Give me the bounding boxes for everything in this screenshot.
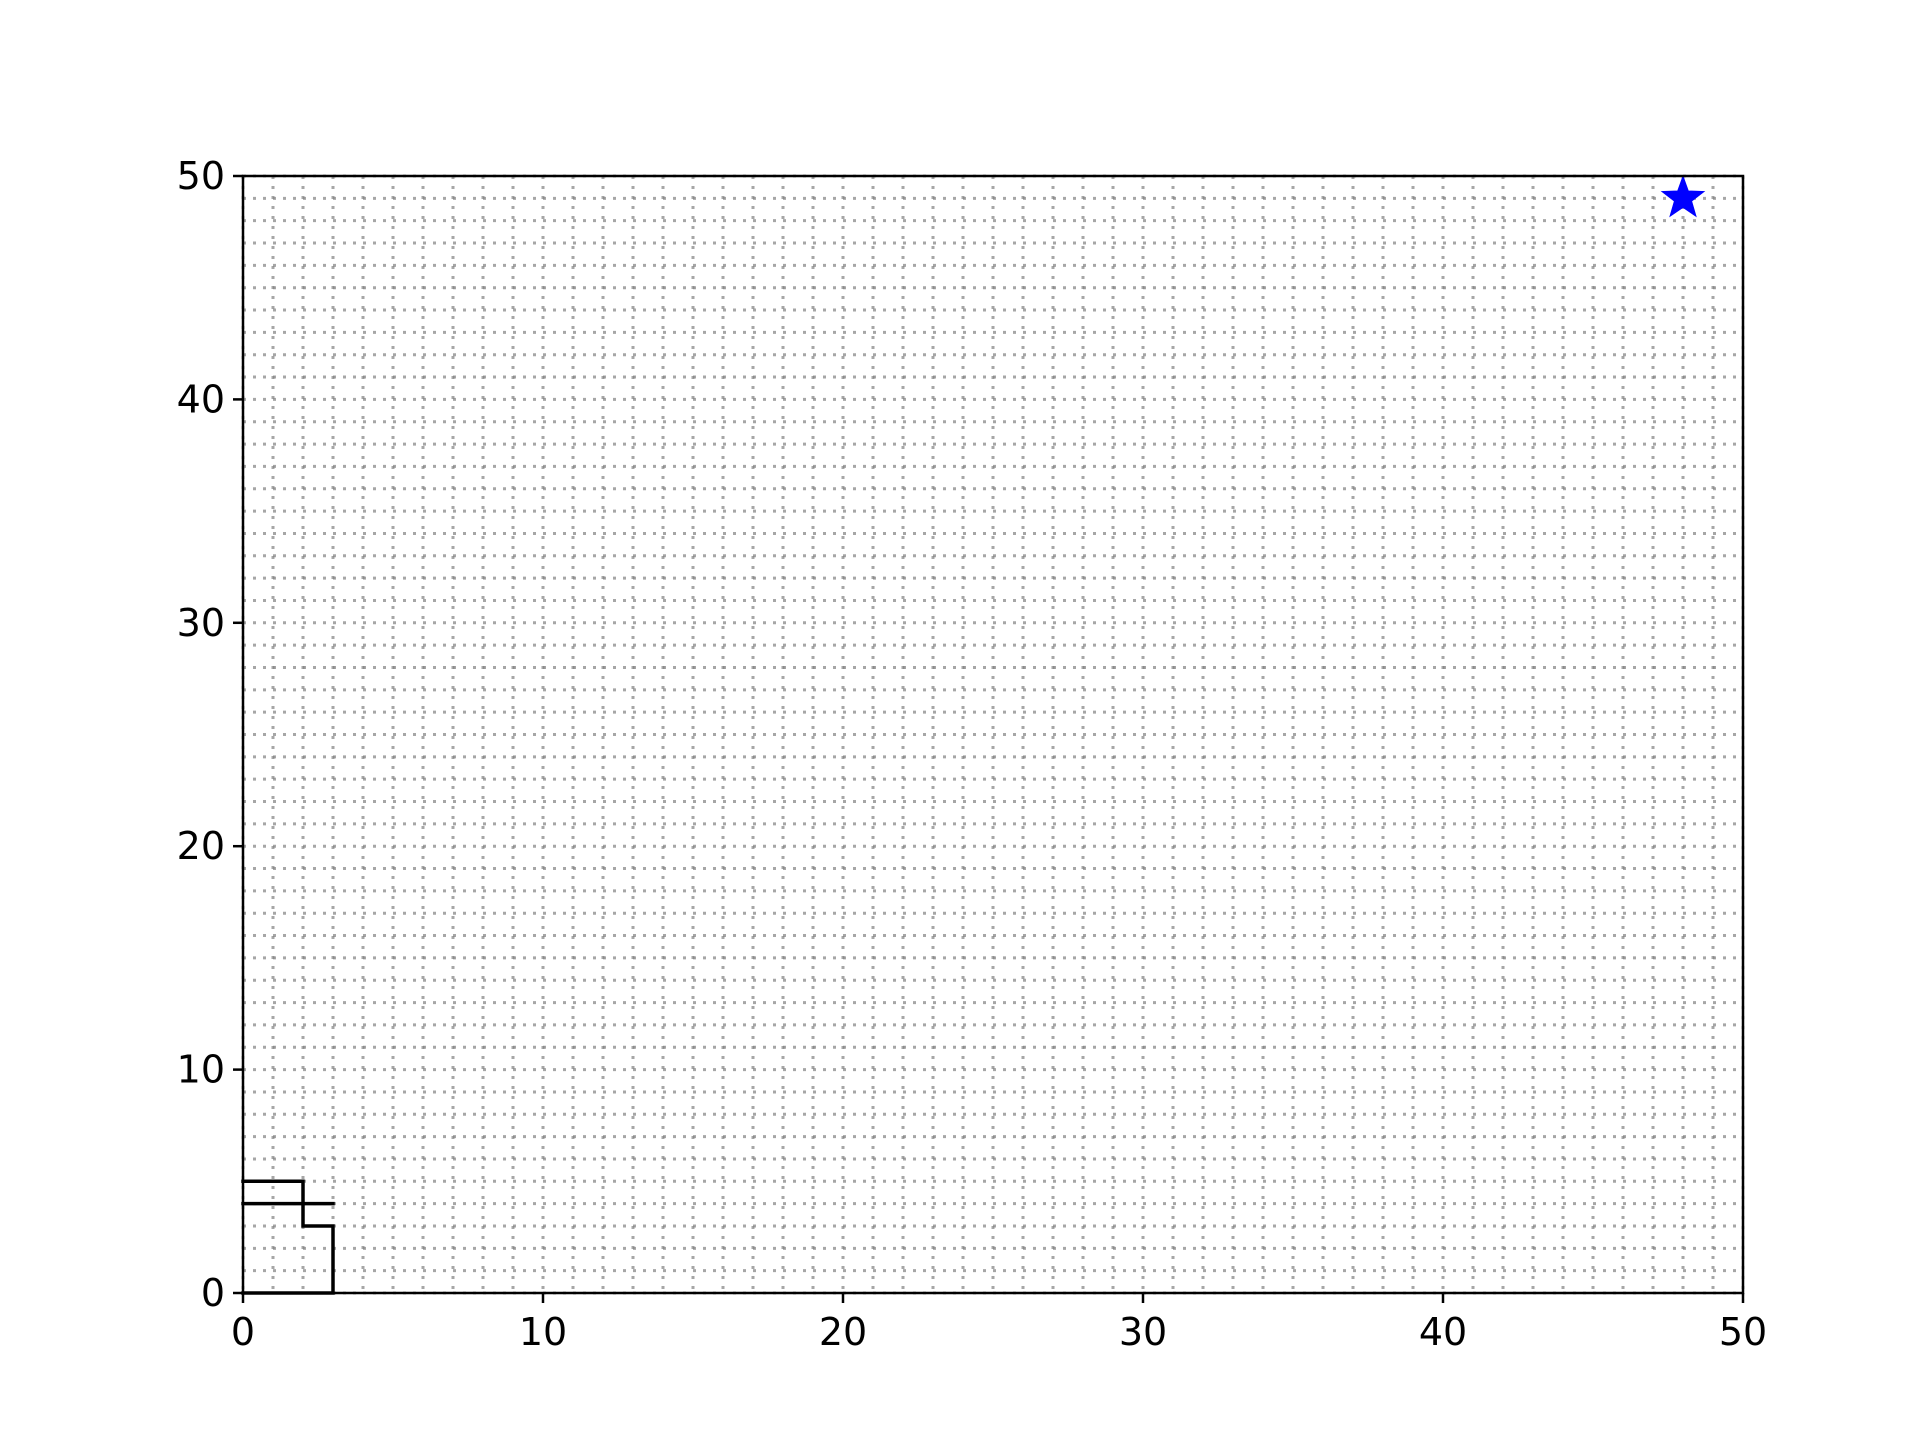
x-tick-label: 10 — [519, 1310, 567, 1354]
plot-frame — [241, 174, 1745, 1295]
x-tick-label: 30 — [1119, 1310, 1167, 1354]
marker-layer — [1660, 174, 1706, 218]
y-tick-label: 50 — [177, 154, 225, 198]
ticks: 0 10 20 30 40 50 0 10 20 30 40 50 — [177, 154, 1768, 1354]
grid — [241, 174, 1745, 1295]
x-tick-label: 20 — [819, 1310, 867, 1354]
y-tick-label: 20 — [177, 824, 225, 868]
y-tick-label: 40 — [177, 377, 225, 421]
y-tick-label: 30 — [177, 601, 225, 645]
y-tick-label: 0 — [201, 1271, 225, 1315]
y-tick-label: 10 — [177, 1048, 225, 1092]
x-tick-label: 0 — [231, 1310, 255, 1354]
x-tick-label: 40 — [1419, 1310, 1467, 1354]
star-marker — [1660, 174, 1706, 218]
x-tick-label: 50 — [1719, 1310, 1767, 1354]
